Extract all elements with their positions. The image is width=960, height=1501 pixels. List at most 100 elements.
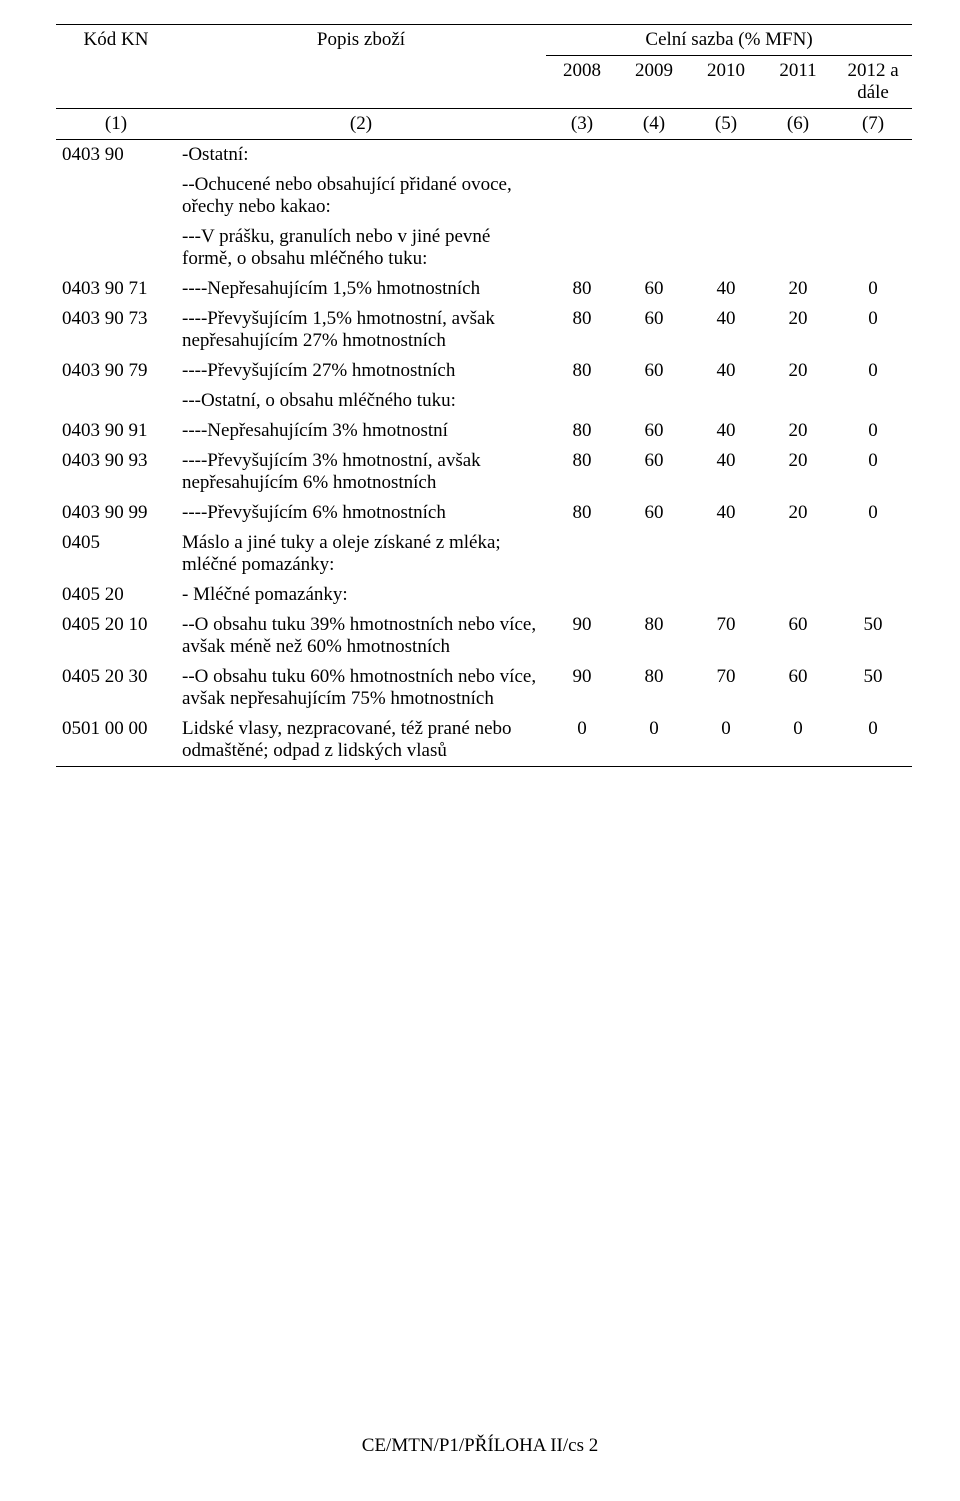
cell-value: 0 <box>618 714 690 767</box>
cell-desc: ---Ostatní, o obsahu mléčného tuku: <box>176 386 546 416</box>
cell-value <box>690 528 762 580</box>
col-header-code: Kód KN <box>56 25 176 109</box>
col-num: (5) <box>690 109 762 140</box>
table-body: 0403 90-Ostatní:--Ochucené nebo obsahují… <box>56 140 912 767</box>
table-row: 0403 90 73----Převyšujícím 1,5% hmotnost… <box>56 304 912 356</box>
cell-value <box>762 580 834 610</box>
cell-value: 80 <box>618 662 690 714</box>
cell-value <box>618 170 690 222</box>
cell-value: 80 <box>546 498 618 528</box>
cell-code: 0403 90 99 <box>56 498 176 528</box>
cell-value: 80 <box>618 610 690 662</box>
cell-value <box>618 386 690 416</box>
cell-desc: - Mléčné pomazánky: <box>176 580 546 610</box>
cell-value: 40 <box>690 498 762 528</box>
cell-value: 60 <box>618 446 690 498</box>
table-row: ---V prášku, granulích nebo v jiné pevné… <box>56 222 912 274</box>
cell-value: 0 <box>834 304 912 356</box>
cell-value: 20 <box>762 416 834 446</box>
col-header-year-last: 2012 a dále <box>834 56 912 109</box>
cell-value: 0 <box>834 274 912 304</box>
col-num: (1) <box>56 109 176 140</box>
cell-value: 70 <box>690 662 762 714</box>
cell-value <box>546 580 618 610</box>
cell-value <box>834 580 912 610</box>
cell-value <box>546 222 618 274</box>
cell-value: 0 <box>690 714 762 767</box>
cell-value: 50 <box>834 662 912 714</box>
table-row: 0403 90 93----Převyšujícím 3% hmotnostní… <box>56 446 912 498</box>
cell-code: 0405 20 30 <box>56 662 176 714</box>
cell-value: 70 <box>690 610 762 662</box>
cell-value <box>762 140 834 171</box>
cell-value <box>834 170 912 222</box>
page: Kód KN Popis zboží Celní sazba (% MFN) 2… <box>0 0 960 1501</box>
cell-value: 60 <box>618 304 690 356</box>
cell-desc: Máslo a jiné tuky a oleje získané z mlék… <box>176 528 546 580</box>
cell-value: 0 <box>834 416 912 446</box>
col-num: (4) <box>618 109 690 140</box>
cell-value: 0 <box>834 446 912 498</box>
cell-value <box>834 528 912 580</box>
cell-value: 20 <box>762 274 834 304</box>
cell-value <box>690 222 762 274</box>
cell-desc: -Ostatní: <box>176 140 546 171</box>
cell-value <box>546 170 618 222</box>
cell-value: 80 <box>546 274 618 304</box>
cell-desc: --Ochucené nebo obsahující přidané ovoce… <box>176 170 546 222</box>
cell-value: 60 <box>762 662 834 714</box>
cell-value: 20 <box>762 446 834 498</box>
table-header-numrow: (1) (2) (3) (4) (5) (6) (7) <box>56 109 912 140</box>
cell-value: 60 <box>618 498 690 528</box>
page-footer: CE/MTN/P1/PŘÍLOHA II/cs 2 <box>0 1435 960 1457</box>
cell-value: 80 <box>546 446 618 498</box>
cell-value: 60 <box>618 356 690 386</box>
cell-code: 0403 90 91 <box>56 416 176 446</box>
col-header-rate-group: Celní sazba (% MFN) <box>546 25 912 56</box>
col-num: (2) <box>176 109 546 140</box>
table-row: 0403 90-Ostatní: <box>56 140 912 171</box>
cell-value <box>762 222 834 274</box>
cell-code: 0501 00 00 <box>56 714 176 767</box>
cell-value: 80 <box>546 356 618 386</box>
table-row: 0405 20 10--O obsahu tuku 39% hmotnostní… <box>56 610 912 662</box>
cell-value <box>690 140 762 171</box>
cell-value: 40 <box>690 416 762 446</box>
table-row: 0405 20- Mléčné pomazánky: <box>56 580 912 610</box>
col-header-year: 2011 <box>762 56 834 109</box>
cell-value: 40 <box>690 304 762 356</box>
cell-value: 0 <box>834 714 912 767</box>
cell-code: 0403 90 79 <box>56 356 176 386</box>
cell-desc: ----Převyšujícím 6% hmotnostních <box>176 498 546 528</box>
cell-value: 90 <box>546 610 618 662</box>
cell-value <box>618 140 690 171</box>
col-header-desc: Popis zboží <box>176 25 546 109</box>
cell-desc: ----Nepřesahujícím 3% hmotnostní <box>176 416 546 446</box>
cell-value <box>834 222 912 274</box>
cell-desc: ---V prášku, granulích nebo v jiné pevné… <box>176 222 546 274</box>
cell-code <box>56 386 176 416</box>
cell-desc: --O obsahu tuku 39% hmotnostních nebo ví… <box>176 610 546 662</box>
cell-code: 0403 90 <box>56 140 176 171</box>
col-header-year: 2008 <box>546 56 618 109</box>
cell-code: 0405 <box>56 528 176 580</box>
col-header-year: 2009 <box>618 56 690 109</box>
cell-value <box>690 386 762 416</box>
cell-value <box>762 170 834 222</box>
cell-desc: ----Převyšujícím 27% hmotnostních <box>176 356 546 386</box>
cell-value <box>762 528 834 580</box>
cell-value: 60 <box>618 416 690 446</box>
cell-value <box>618 580 690 610</box>
cell-desc: Lidské vlasy, nezpracované, též prané ne… <box>176 714 546 767</box>
cell-value <box>834 140 912 171</box>
col-num: (6) <box>762 109 834 140</box>
table-row: 0403 90 79----Převyšujícím 27% hmotnostn… <box>56 356 912 386</box>
cell-value: 20 <box>762 498 834 528</box>
cell-value <box>546 140 618 171</box>
cell-code: 0403 90 93 <box>56 446 176 498</box>
cell-value: 20 <box>762 356 834 386</box>
table-header-row-1: Kód KN Popis zboží Celní sazba (% MFN) <box>56 25 912 56</box>
cell-value: 40 <box>690 446 762 498</box>
cell-value: 60 <box>762 610 834 662</box>
cell-code: 0403 90 71 <box>56 274 176 304</box>
